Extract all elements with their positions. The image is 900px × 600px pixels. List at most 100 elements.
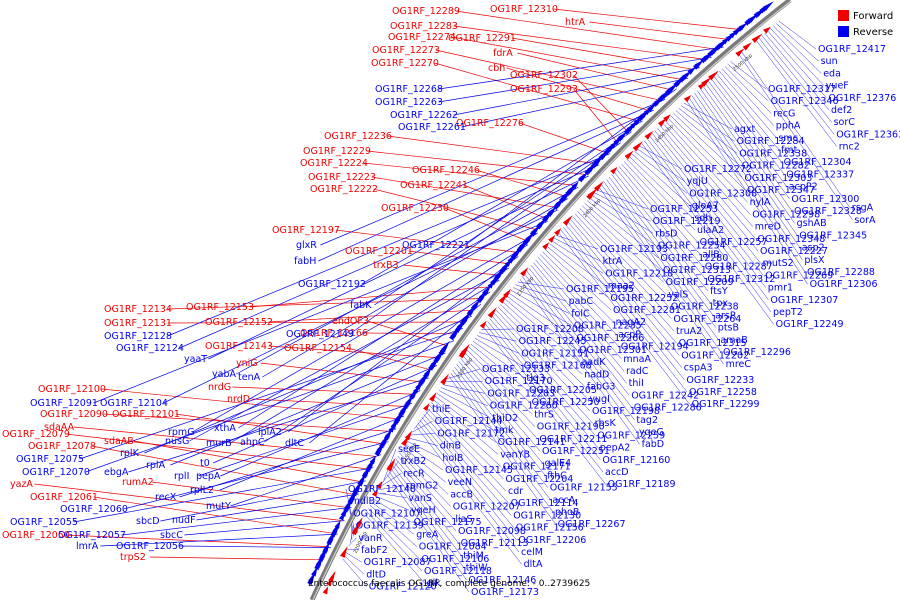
forward-gene-mark: [683, 95, 692, 103]
forward-gene-label: OG1RF_12283: [390, 21, 458, 32]
reverse-leader-line: [93, 221, 548, 404]
forward-leader-line: [553, 8, 741, 30]
reverse-gene-label: OG1RF_12144: [435, 416, 503, 427]
reverse-leader-line: [628, 156, 693, 218]
reverse-gene-label: vqeH: [411, 505, 436, 516]
reverse-leader-line: [657, 127, 759, 252]
reverse-leader-line: [556, 235, 599, 250]
reverse-leader-line: [100, 533, 338, 547]
forward-gene-mark: [632, 141, 643, 152]
reverse-leader-line: [404, 443, 444, 471]
reverse-gene-label: OG1RF_12260: [490, 401, 558, 412]
reverse-gene-label: OG1RF_12175: [414, 517, 482, 528]
reverse-gene-label: aadK: [582, 357, 607, 368]
reverse-gene-mark: [424, 366, 432, 377]
reverse-gene-label: rplK: [120, 448, 140, 459]
ruler-tick-label: 2500 kbp: [732, 53, 754, 73]
reverse-gene-label: ktrA: [603, 256, 623, 267]
reverse-gene-label: pmr1: [768, 283, 793, 294]
reverse-gene-label: OG1RF_12084: [419, 542, 487, 553]
forward-gene-label: sdaAB: [104, 436, 134, 447]
forward-gene-mark: [479, 320, 487, 329]
reverse-leader-line: [599, 187, 724, 365]
reverse-leader-line: [673, 112, 743, 178]
reverse-gene-label: phoB: [555, 507, 579, 518]
forward-leader-line: [511, 37, 694, 70]
forward-gene-mark: [657, 117, 667, 127]
reverse-gene-label: OG1RF_12160: [602, 455, 670, 466]
reverse-leader-line: [415, 425, 522, 565]
reverse-gene-label: OG1RF_12055: [10, 517, 78, 528]
reverse-leader-line: [364, 514, 425, 584]
reverse-gene-label: OG1RF_12087: [364, 557, 432, 568]
reverse-leader-line: [160, 480, 366, 522]
reverse-gene-label: pepT2: [773, 307, 803, 318]
reverse-gene-label: OG1RF_12242: [631, 390, 699, 401]
forward-leader-line: [451, 36, 683, 80]
reverse-gene-label: rpmG: [168, 427, 195, 438]
reverse-leader-line: [489, 318, 598, 448]
reverse-gene-label: OG1RF_12363: [836, 129, 900, 140]
legend-forward-swatch: [838, 10, 849, 21]
reverse-leader-line: [553, 237, 601, 262]
reverse-leader-line: [511, 290, 572, 326]
reverse-gene-label: OG1RF_12317: [768, 84, 836, 95]
reverse-gene-label: OG1RF_12280: [660, 253, 728, 264]
reverse-gene-label: OG1RF_12298: [752, 209, 820, 220]
reverse-gene-mark: [311, 566, 318, 577]
reverse-gene-label: OG1RF_12267: [558, 519, 626, 530]
reverse-gene-label: OG1RF_12192: [298, 279, 366, 290]
reverse-gene-label: trxB2: [401, 456, 427, 467]
reverse-gene-label: secE: [398, 444, 420, 455]
reverse-gene-mark: [334, 520, 341, 529]
forward-gene-mark: [548, 235, 556, 243]
reverse-gene-label: OG1RF_12209: [666, 277, 734, 288]
reverse-leader-line: [495, 309, 591, 412]
forward-leader-line: [232, 386, 415, 395]
reverse-gene-label: fabF2: [361, 545, 388, 556]
forward-gene-label: trxB3: [373, 260, 399, 271]
reverse-leader-line: [721, 68, 774, 126]
reverse-leader-line: [533, 262, 625, 372]
reverse-leader-line: [434, 396, 496, 443]
reverse-gene-label: nudF: [172, 515, 196, 526]
reverse-gene-mark: [472, 299, 481, 310]
forward-gene-label: yniG: [236, 358, 258, 369]
reverse-gene-label: fthC: [547, 470, 567, 481]
reverse-leader-line: [412, 420, 433, 433]
forward-leader-line: [371, 176, 557, 208]
reverse-leader-line: [374, 131, 632, 306]
reverse-leader-line: [376, 492, 407, 499]
reverse-leader-line: [264, 291, 491, 443]
forward-gene-mark: [554, 228, 562, 236]
reverse-gene-label: OG1RF_12204: [505, 474, 573, 485]
reverse-leader-line: [493, 312, 593, 424]
reverse-gene-label: asp2: [802, 243, 825, 254]
reverse-gene-label: thiI: [629, 378, 644, 389]
reverse-gene-label: cdr: [508, 486, 523, 497]
reverse-leader-line: [738, 54, 853, 220]
reverse-leader-line: [79, 328, 464, 460]
reverse-gene-label: OG1RF_12173: [471, 587, 539, 598]
forward-gene-label: OG1RF_12276: [456, 118, 524, 129]
reverse-gene-mark: [369, 456, 376, 465]
reverse-gene-label: OG1RF_12193: [600, 244, 668, 255]
reverse-leader-line: [230, 454, 381, 507]
reverse-leader-line: [421, 416, 514, 528]
reverse-gene-label: OG1RF_12263: [375, 97, 443, 108]
reverse-leader-line: [368, 508, 420, 559]
reverse-gene-label: mutY: [206, 501, 231, 512]
reverse-leader-line: [513, 287, 570, 314]
reverse-gene-label: accA: [552, 495, 575, 506]
forward-leader-line: [249, 286, 491, 308]
reverse-gene-label: eda: [823, 68, 841, 79]
reverse-leader-line: [705, 83, 790, 199]
forward-gene-label: OG1RF_12229: [303, 146, 371, 157]
reverse-gene-label: OG1RF_12253: [650, 204, 718, 215]
forward-leader-line: [268, 309, 473, 323]
forward-gene-label: OG1RF_12224: [300, 158, 368, 169]
reverse-gene-label: rpmG2: [406, 481, 439, 492]
forward-leader-line: [366, 150, 587, 175]
reverse-gene-label: OG1RF_12301: [579, 345, 647, 356]
reverse-gene-label: OG1RF_12313: [663, 265, 731, 276]
